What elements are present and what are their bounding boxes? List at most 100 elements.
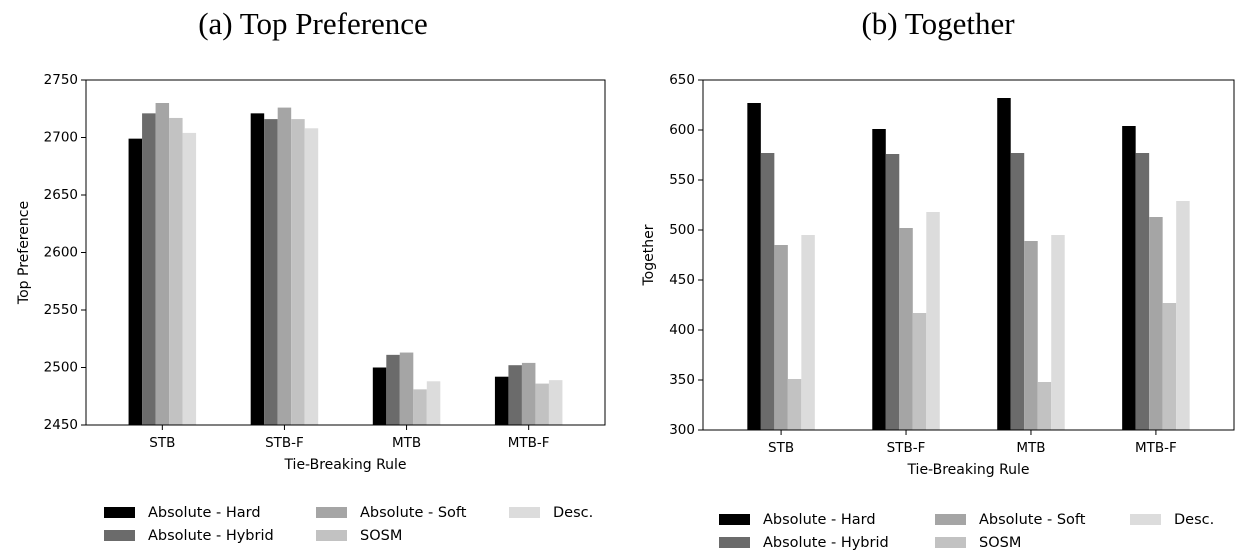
bar [1010,153,1025,430]
legend-label: Absolute - Hard [148,505,261,521]
series-absolute-hard [747,98,1136,430]
y-tick-label: 400 [669,322,695,338]
y-tick-label: 2750 [44,72,78,88]
chart-panel-1: (a) Top Preference 2450 2500 2550 2600 2650 27… [16,6,606,544]
x-axis-label: Tie-Breaking Rule [906,462,1029,478]
y-axis-label: Together [641,224,657,286]
x-tick-label: STB [768,440,794,456]
x-axis-label: Tie-Breaking Rule [283,457,406,473]
bar [760,153,775,430]
legend-label: Absolute - Soft [360,505,467,521]
x-tick-label: STB-F [887,440,926,456]
legend-label: Absolute - Hybrid [763,535,889,551]
y-tick-label: 500 [669,222,695,238]
legend-swatch [316,530,347,541]
bar [535,383,549,425]
bar [399,352,414,425]
bar [264,119,278,425]
series-absolute-hybrid [760,153,1150,430]
y-tick-label: 600 [669,122,695,138]
x-tick-label: MTB [392,435,421,451]
bar [250,113,265,425]
bar [494,376,509,425]
legend-label: Desc. [553,505,593,521]
legend-swatch [935,514,966,525]
bar [277,107,292,425]
x-tick-label: STB-F [265,435,304,451]
plot-frame [702,79,1235,431]
legend: Absolute - Hard Absolute - Hybrid Absolute… [719,512,1214,551]
x-tick-label: MTB [1016,440,1045,456]
legend-label: Absolute - Soft [979,512,1086,528]
legend: Absolute - Hard Absolute - Hybrid Absolute… [104,505,593,544]
y-tick-label: 2650 [44,187,78,203]
y-tick-label: 2450 [44,417,78,433]
y-tick-label: 650 [669,72,695,88]
bar [1176,201,1190,430]
bar [1037,382,1052,430]
bar [386,354,400,425]
y-tick-label: 300 [669,422,695,438]
bar [997,98,1011,430]
legend-swatch [719,537,750,548]
bar [1135,153,1150,430]
bar [548,380,563,425]
y-tick-label: 350 [669,372,695,388]
bar [1162,303,1177,430]
legend-label: Absolute - Hard [763,512,876,528]
series-absolute-hard [128,113,509,425]
bar [872,129,886,430]
bar [899,228,913,430]
series-sosm [787,303,1177,430]
legend-swatch [509,507,540,518]
legend-swatch [935,537,966,548]
series-sosm [169,117,549,425]
bar [182,132,197,425]
bar [801,235,815,430]
bar [1024,241,1038,430]
y-tick-label: 2550 [44,302,78,318]
bar [304,128,319,426]
bar [774,245,788,430]
bar [1122,126,1136,430]
bar [926,212,940,430]
bar [912,313,927,430]
chart-panel-2: (b) Together 300 350 400 450 500 550 600 650 STB S… [641,6,1235,551]
bar [155,103,170,425]
legend-swatch [316,507,347,518]
chart-title: (b) Together [861,6,1015,41]
legend-swatch [104,530,135,541]
y-tick-label: 450 [669,272,695,288]
legend-label: Absolute - Hybrid [148,528,274,544]
series-absolute-hybrid [142,113,522,425]
bar [508,365,522,425]
series-absolute-soft [774,217,1163,430]
bar [142,113,156,425]
bar [787,379,802,430]
y-axis-label: Top Preference [16,201,32,305]
bar [747,103,761,430]
bar [128,138,143,425]
x-tick-label: MTB-F [1135,440,1177,456]
bar [372,367,387,425]
chart-title: (a) Top Preference [198,6,428,41]
bar [885,154,900,430]
bar [1149,217,1163,430]
series-desc [182,128,563,426]
legend-label: SOSM [360,528,402,544]
legend-label: SOSM [979,535,1021,551]
y-tick-label: 2600 [44,245,78,261]
legend-label: Desc. [1174,512,1214,528]
y-tick-label: 2700 [44,130,78,146]
y-tick-label: 2500 [44,360,78,376]
bar [521,362,536,425]
bar [169,117,183,425]
bar [413,389,427,425]
x-tick-label: STB [149,435,175,451]
bar [426,381,441,425]
x-tick-label: MTB-F [508,435,550,451]
bar [291,119,305,425]
legend-swatch [719,514,750,525]
bar [1051,235,1065,430]
